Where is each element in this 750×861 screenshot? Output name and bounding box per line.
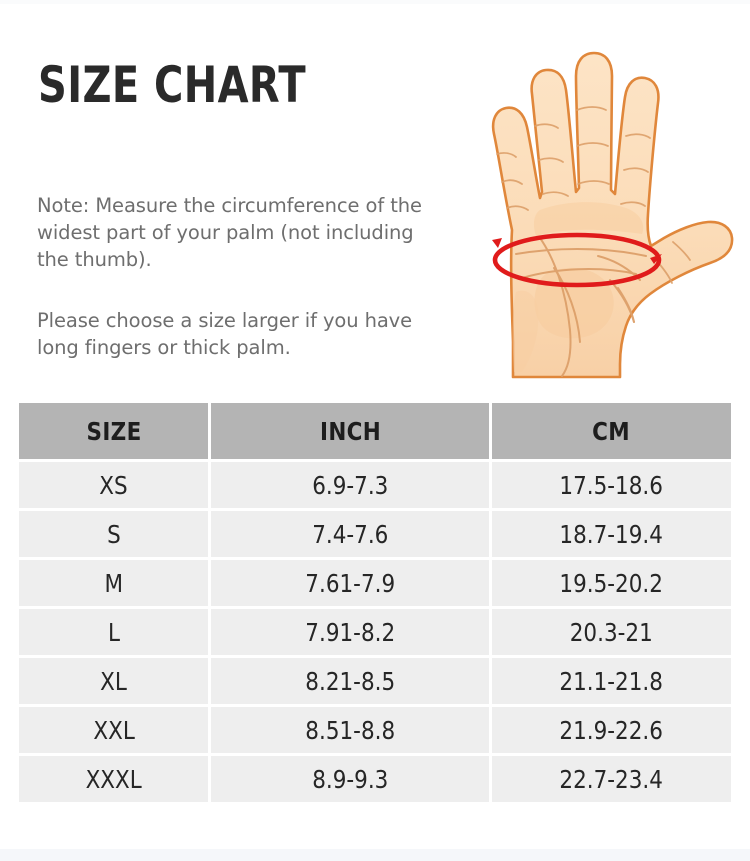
cell-size: XXXL: [19, 756, 209, 802]
cell-size: XXL: [19, 707, 209, 753]
cell-cm-text: 18.7-19.4: [559, 519, 664, 549]
cell-inch-text: 8.9-9.3: [312, 764, 389, 794]
table-row: XXXL 8.9-9.3 22.7-23.4: [19, 756, 731, 802]
cell-size: M: [19, 560, 209, 606]
table-header-inch-label: INCH: [319, 416, 381, 446]
table-header-size-label: SIZE: [86, 416, 142, 446]
cell-cm: 20.3-21: [492, 609, 731, 655]
cell-inch: 6.9-7.3: [211, 462, 490, 508]
cell-inch-text: 6.9-7.3: [312, 470, 389, 500]
cell-size: L: [19, 609, 209, 655]
cell-inch: 8.51-8.8: [211, 707, 490, 753]
cell-inch: 7.91-8.2: [211, 609, 490, 655]
cell-size: XL: [19, 658, 209, 704]
cell-cm: 22.7-23.4: [492, 756, 731, 802]
cell-size-text: XS: [99, 470, 128, 500]
cell-size: S: [19, 511, 209, 557]
cell-cm-text: 21.9-22.6: [559, 715, 664, 745]
cell-cm-text: 19.5-20.2: [559, 568, 664, 598]
cell-size-text: M: [104, 568, 123, 598]
table-header-size: SIZE: [19, 403, 209, 459]
hand-illustration: [450, 42, 745, 382]
table-row: S 7.4-7.6 18.7-19.4: [19, 511, 731, 557]
table-row: XL 8.21-8.5 21.1-21.8: [19, 658, 731, 704]
hand-shape: [491, 51, 734, 379]
note-size-recommendation: Please choose a size larger if you have …: [37, 309, 413, 359]
cell-size-text: XL: [100, 666, 127, 696]
cell-cm: 21.9-22.6: [492, 707, 731, 753]
table-row: XXL 8.51-8.8 21.9-22.6: [19, 707, 731, 753]
cell-inch-text: 7.4-7.6: [312, 519, 389, 549]
cell-cm: 17.5-18.6: [492, 462, 731, 508]
cell-inch: 8.21-8.5: [211, 658, 490, 704]
cell-size-text: L: [107, 617, 120, 647]
cell-cm-text: 20.3-21: [570, 617, 653, 647]
cell-cm-text: 22.7-23.4: [559, 764, 664, 794]
table-header-inch: INCH: [211, 403, 490, 459]
top-band: [0, 0, 750, 4]
measuring-loop-icon: [492, 232, 662, 288]
table-row: L 7.91-8.2 20.3-21: [19, 609, 731, 655]
table-row: M 7.61-7.9 19.5-20.2: [19, 560, 731, 606]
table-header-cm: CM: [492, 403, 731, 459]
cell-inch: 8.9-9.3: [211, 756, 490, 802]
note-measure-instruction: Note: Measure the circumference of the w…: [37, 194, 422, 271]
cell-size-text: XXL: [92, 715, 135, 745]
notes-block: Note: Measure the circumference of the w…: [37, 192, 422, 361]
bottom-band: [0, 849, 750, 861]
cell-inch-text: 7.91-8.2: [305, 617, 396, 647]
cell-cm: 18.7-19.4: [492, 511, 731, 557]
cell-inch-text: 8.21-8.5: [305, 666, 396, 696]
cell-inch: 7.61-7.9: [211, 560, 490, 606]
cell-size-text: XXXL: [85, 764, 142, 794]
page-title: SIZE CHART: [38, 56, 307, 114]
size-table: SIZE INCH CM XS 6.9-7.3 17.5-18.6 S 7.4-…: [16, 400, 734, 805]
cell-size: XS: [19, 462, 209, 508]
cell-inch-text: 7.61-7.9: [305, 568, 396, 598]
cell-cm-text: 21.1-21.8: [559, 666, 664, 696]
table-header-cm-label: CM: [592, 416, 631, 446]
table-body: XS 6.9-7.3 17.5-18.6 S 7.4-7.6 18.7-19.4…: [19, 462, 731, 802]
table-header-row: SIZE INCH CM: [19, 403, 731, 459]
cell-cm: 21.1-21.8: [492, 658, 731, 704]
cell-cm: 19.5-20.2: [492, 560, 731, 606]
cell-inch-text: 8.51-8.8: [305, 715, 396, 745]
table-row: XS 6.9-7.3 17.5-18.6: [19, 462, 731, 508]
cell-size-text: S: [106, 519, 121, 549]
cell-inch: 7.4-7.6: [211, 511, 490, 557]
cell-cm-text: 17.5-18.6: [559, 470, 664, 500]
